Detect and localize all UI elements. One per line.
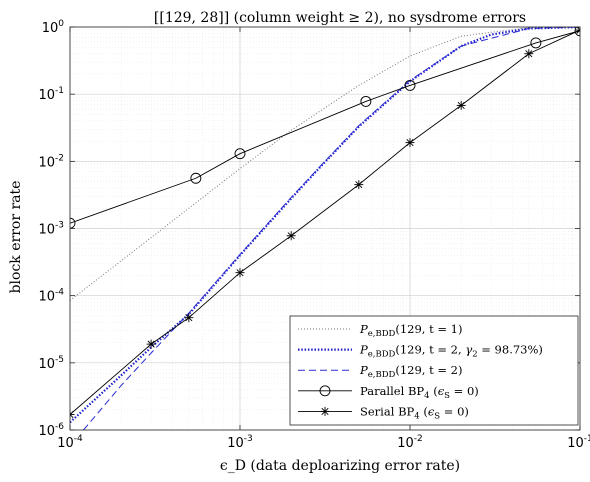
legend-entry: Parallel BP4 (ϵS = 0) xyxy=(298,384,479,401)
y-tick-label: 100 xyxy=(42,19,65,36)
legend-label: Pe,BDD(129, t = 1) xyxy=(359,322,462,339)
legend-entry: Pe,BDD(129, t = 2, γ2 = 98.73%) xyxy=(298,343,543,360)
data-point xyxy=(354,180,364,190)
x-tick-labels: 10-4 10-3 10-2 10-1 xyxy=(57,434,590,451)
legend-label: Serial BP4 (ϵS = 0) xyxy=(360,404,469,421)
series-3 xyxy=(83,27,580,430)
x-tick-label: 10-1 xyxy=(567,434,590,451)
legend-label: Pe,BDD(129, t = 2, γ2 = 98.73%) xyxy=(359,343,543,360)
legend: Pe,BDD(129, t = 1) Pe,BDD(129, t = 2, γ2 … xyxy=(289,315,579,426)
data-point xyxy=(70,410,75,420)
legend-entry: Pe,BDD(129, t = 1) xyxy=(298,322,462,339)
y-tick-label: 10-3 xyxy=(38,221,64,238)
data-point xyxy=(360,95,372,107)
legend-label: Pe,BDD(129, t = 2) xyxy=(359,363,462,380)
data-point xyxy=(286,231,296,241)
x-tick-label: 10-3 xyxy=(227,434,253,451)
data-point xyxy=(190,172,202,184)
y-axis-label: block error rate xyxy=(8,181,24,294)
legend-entry: Pe,BDD(129, t = 2) xyxy=(298,363,462,380)
series-5 xyxy=(70,27,580,420)
data-point xyxy=(404,79,416,91)
y-tick-label: 10-5 xyxy=(38,355,64,372)
x-axis-label: ϵ_D (data deploarizing error rate) xyxy=(220,458,460,474)
y-tick-label: 10-2 xyxy=(38,153,64,170)
legend-marker xyxy=(320,406,330,416)
y-tick-label: 10-6 xyxy=(38,422,64,439)
series-line xyxy=(70,29,580,415)
data-point xyxy=(146,339,156,349)
x-tick-label: 10-2 xyxy=(397,434,423,451)
tick-marks xyxy=(69,26,581,431)
series-line xyxy=(83,27,580,430)
x-tick-label: 10-4 xyxy=(57,434,83,451)
data-point xyxy=(405,138,415,148)
data-point xyxy=(70,217,76,229)
y-tick-label: 10-1 xyxy=(38,86,64,103)
legend-entry: Serial BP4 (ϵS = 0) xyxy=(298,404,469,421)
y-tick-label: 10-4 xyxy=(38,288,64,305)
data-point xyxy=(575,27,580,35)
data-point xyxy=(234,148,246,160)
series-4 xyxy=(70,27,580,229)
data-point xyxy=(235,268,245,278)
data-point xyxy=(530,37,542,49)
data-point xyxy=(524,49,534,59)
series-layer xyxy=(70,27,580,430)
legend-marker xyxy=(319,385,331,397)
legend-label: Parallel BP4 (ϵS = 0) xyxy=(360,384,479,401)
data-point xyxy=(184,313,194,323)
y-tick-labels: 10-6 10-5 10-4 10-3 10-2 10-1 100 xyxy=(38,19,64,439)
data-point xyxy=(574,27,580,37)
chart-title: [[129, 28]] (column weight ≥ 2), no sysd… xyxy=(154,10,526,26)
data-point xyxy=(456,100,466,110)
series-line xyxy=(70,30,580,224)
